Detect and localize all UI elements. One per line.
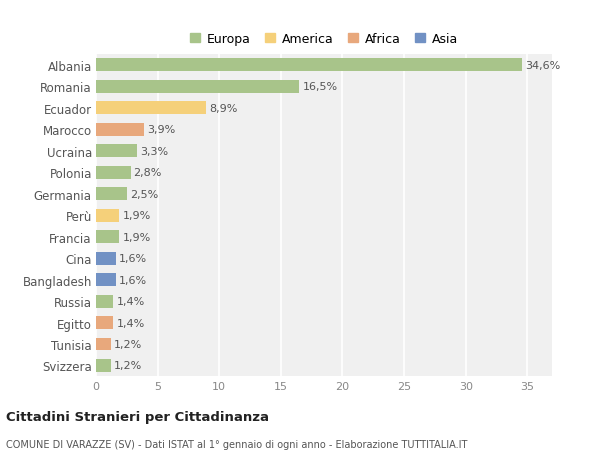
- Text: 1,9%: 1,9%: [122, 232, 151, 242]
- Text: 1,4%: 1,4%: [116, 318, 145, 328]
- Bar: [96, 338, 111, 351]
- Text: 8,9%: 8,9%: [209, 104, 237, 114]
- Text: 1,6%: 1,6%: [119, 275, 147, 285]
- Bar: [96, 123, 144, 136]
- Bar: [96, 295, 113, 308]
- Bar: [96, 145, 137, 158]
- Bar: [96, 59, 523, 72]
- Bar: [96, 102, 206, 115]
- Bar: [96, 359, 111, 372]
- Bar: [96, 274, 116, 286]
- Text: 1,2%: 1,2%: [114, 339, 142, 349]
- Text: 1,2%: 1,2%: [114, 361, 142, 371]
- Text: 2,8%: 2,8%: [134, 168, 162, 178]
- Bar: [96, 167, 131, 179]
- Text: 1,9%: 1,9%: [122, 211, 151, 221]
- Text: Cittadini Stranieri per Cittadinanza: Cittadini Stranieri per Cittadinanza: [6, 410, 269, 423]
- Text: 1,6%: 1,6%: [119, 253, 147, 263]
- Bar: [96, 209, 119, 222]
- Text: 3,3%: 3,3%: [140, 146, 168, 157]
- Bar: [96, 231, 119, 244]
- Bar: [96, 188, 127, 201]
- Legend: Europa, America, Africa, Asia: Europa, America, Africa, Asia: [190, 33, 458, 45]
- Text: 34,6%: 34,6%: [526, 61, 561, 71]
- Text: 2,5%: 2,5%: [130, 189, 158, 199]
- Text: 3,9%: 3,9%: [147, 125, 175, 135]
- Text: 16,5%: 16,5%: [302, 82, 338, 92]
- Bar: [96, 316, 113, 329]
- Bar: [96, 252, 116, 265]
- Text: 1,4%: 1,4%: [116, 297, 145, 307]
- Text: COMUNE DI VARAZZE (SV) - Dati ISTAT al 1° gennaio di ogni anno - Elaborazione TU: COMUNE DI VARAZZE (SV) - Dati ISTAT al 1…: [6, 440, 467, 449]
- Bar: [96, 81, 299, 94]
